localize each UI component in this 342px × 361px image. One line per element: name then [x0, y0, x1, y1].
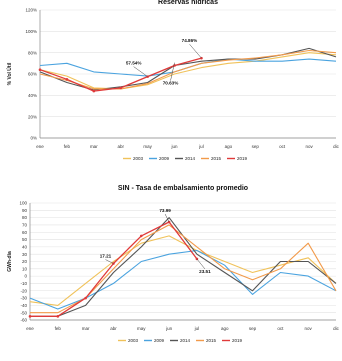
- x-tick-1-10: nov: [305, 326, 313, 331]
- x-tick-0-9: oct: [279, 144, 286, 149]
- series-point-1-2019-1: [56, 315, 60, 318]
- annotation-leader-0-1: [189, 43, 202, 59]
- x-tick-0-8: sep: [252, 144, 260, 149]
- chart-title-0: Reservas hídricas: [158, 0, 218, 6]
- x-tick-1-3: abr: [110, 326, 117, 331]
- y-tick-1-7: 10: [22, 266, 28, 271]
- series-point-1-2019-3: [112, 262, 115, 265]
- y-tick-0-5: 100%: [25, 29, 37, 34]
- series-point-0-2019-3: [119, 86, 123, 90]
- y-label-1: GWh-día: [7, 251, 13, 272]
- legend-label-0-2019: 2019: [237, 156, 248, 161]
- y-tick-1-2: -40: [20, 303, 27, 308]
- y-tick-1-12: 60: [22, 230, 28, 235]
- x-tick-0-3: abr: [117, 144, 124, 149]
- y-tick-0-4: 80%: [28, 50, 37, 55]
- y-tick-1-8: 20: [22, 259, 28, 264]
- series-point-1-2019-2: [84, 296, 87, 300]
- x-tick-0-0: ene: [36, 144, 44, 149]
- y-tick-1-0: -60: [20, 318, 27, 323]
- x-tick-0-2: mar: [90, 144, 98, 149]
- x-tick-1-2: mar: [82, 326, 90, 331]
- y-tick-1-15: 90: [22, 208, 28, 213]
- annotation-leader-1-0: [164, 213, 170, 223]
- y-tick-1-13: 70: [22, 223, 28, 228]
- legend-label-0-2009: 2009: [159, 156, 170, 161]
- x-tick-1-5: jun: [165, 326, 173, 331]
- y-tick-1-11: 50: [22, 237, 28, 242]
- annotation-label-0-2: 70.63%: [163, 81, 179, 86]
- chart-title-1: SIN - Tasa de embalsamiento promedio: [118, 185, 248, 192]
- annotation-leader-0-0: [133, 66, 148, 77]
- annotation-label-0-1: 74.86%: [182, 38, 198, 43]
- annotation-label-1-1: 17.21: [100, 254, 112, 259]
- x-tick-0-1: feb: [64, 144, 71, 149]
- y-tick-1-6: 0: [24, 274, 27, 279]
- x-tick-1-9: oct: [277, 326, 284, 331]
- y-tick-1-10: 40: [22, 244, 28, 249]
- y-tick-0-3: 60%: [28, 72, 37, 77]
- annotation-label-1-2: 23.51: [199, 269, 211, 274]
- x-tick-0-11: dic: [333, 144, 340, 149]
- series-point-1-2019-4: [139, 234, 143, 238]
- y-label-0: % Vol Útil: [6, 62, 13, 85]
- legend-label-0-2015: 2015: [211, 156, 222, 161]
- x-tick-1-1: feb: [55, 326, 62, 331]
- series-line-1-2003: [29, 235, 337, 306]
- legend-label-0-2003: 2003: [133, 156, 144, 161]
- x-tick-1-6: jul: [194, 326, 200, 331]
- annotation-label-1-0: 73.99: [159, 208, 171, 213]
- y-tick-1-4: -20: [20, 288, 27, 293]
- legend-label-1-2019: 2019: [232, 338, 243, 343]
- series-point-0-2019-1: [65, 78, 69, 81]
- annotation-leader-1-1: [105, 259, 114, 264]
- y-tick-1-3: -30: [20, 296, 27, 301]
- y-tick-1-16: 100: [19, 201, 27, 206]
- legend-label-1-2009: 2009: [154, 338, 165, 343]
- x-tick-0-5: jun: [171, 144, 179, 149]
- y-tick-0-0: 0%: [30, 136, 37, 141]
- x-tick-1-4: may: [137, 326, 146, 331]
- y-tick-1-5: -10: [20, 281, 27, 286]
- x-tick-0-7: ago: [225, 144, 233, 149]
- annotation-leader-0-2: [170, 62, 175, 81]
- x-tick-1-8: sep: [249, 326, 257, 331]
- series-point-1-2019-0: [28, 315, 32, 318]
- x-tick-0-4: may: [143, 144, 152, 149]
- annotation-label-0-0: 57.54%: [126, 61, 142, 66]
- x-tick-1-0: ene: [26, 326, 34, 331]
- legend-label-1-2015: 2015: [206, 338, 217, 343]
- legend-label-1-2014: 2014: [180, 338, 191, 343]
- y-tick-0-6: 120%: [25, 8, 37, 13]
- annotation-leader-1-2: [196, 258, 206, 270]
- y-tick-1-14: 80: [22, 215, 28, 220]
- series-point-0-2019-2: [92, 89, 96, 93]
- x-tick-1-11: dic: [333, 326, 340, 331]
- y-tick-0-2: 40%: [28, 93, 37, 98]
- series-line-0-2003: [39, 52, 337, 90]
- y-tick-0-1: 20%: [28, 114, 37, 119]
- x-tick-0-6: jul: [198, 144, 204, 149]
- x-tick-0-10: nov: [305, 144, 313, 149]
- x-tick-1-7: ago: [221, 326, 229, 331]
- y-tick-1-9: 30: [22, 252, 28, 257]
- series-point-0-2019-0: [38, 68, 42, 72]
- legend-label-0-2014: 2014: [185, 156, 196, 161]
- series-line-0-2015: [39, 49, 337, 90]
- y-tick-1-1: -50: [20, 310, 27, 315]
- legend-label-1-2003: 2003: [128, 338, 139, 343]
